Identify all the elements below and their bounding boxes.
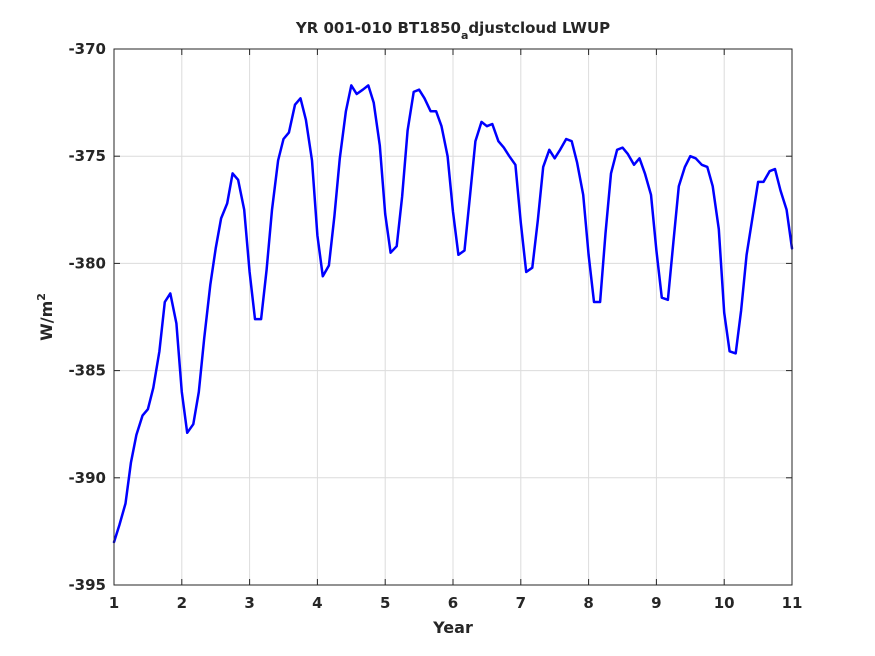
grid-lines — [114, 49, 792, 585]
chart-title: YR 001-010 BT1850adjustcloud LWUP — [295, 19, 610, 42]
y-tick-label: -370 — [68, 40, 106, 58]
y-tick-label: -395 — [68, 576, 106, 594]
x-tick-label: 4 — [312, 594, 322, 612]
y-tick-label: -375 — [68, 147, 106, 165]
chart-title-subscript: a — [461, 29, 468, 42]
chart-title-main: YR 001-010 BT1850 — [295, 19, 461, 37]
x-tick-label: 1 — [109, 594, 119, 612]
x-tick-label: 11 — [782, 594, 803, 612]
y-tick-label: -390 — [68, 469, 106, 487]
x-tick-label: 5 — [380, 594, 390, 612]
y-axis-label-base: W/m — [37, 301, 56, 341]
x-tick-label: 9 — [651, 594, 661, 612]
x-tick-label: 7 — [516, 594, 526, 612]
series-layer — [112, 84, 794, 544]
x-tick-label: 2 — [177, 594, 187, 612]
chart-title-rest: djustcloud LWUP — [468, 19, 610, 37]
y-axis-label-superscript: 2 — [35, 293, 48, 301]
y-axis-label: W/m2 — [35, 293, 56, 341]
x-tick-label: 8 — [583, 594, 593, 612]
x-tick-label: 10 — [714, 594, 735, 612]
x-tick-label: 6 — [448, 594, 458, 612]
tick-layer: 1 2 3 4 5 6 7 8 9 10 11 -395 -390 -385 -380 -375 -370 — [68, 40, 802, 612]
y-tick-label: -385 — [68, 362, 106, 380]
x-tick-label: 3 — [244, 594, 254, 612]
series-line — [112, 84, 794, 544]
y-tick-label: -380 — [68, 254, 106, 272]
x-axis-label: Year — [432, 618, 473, 637]
